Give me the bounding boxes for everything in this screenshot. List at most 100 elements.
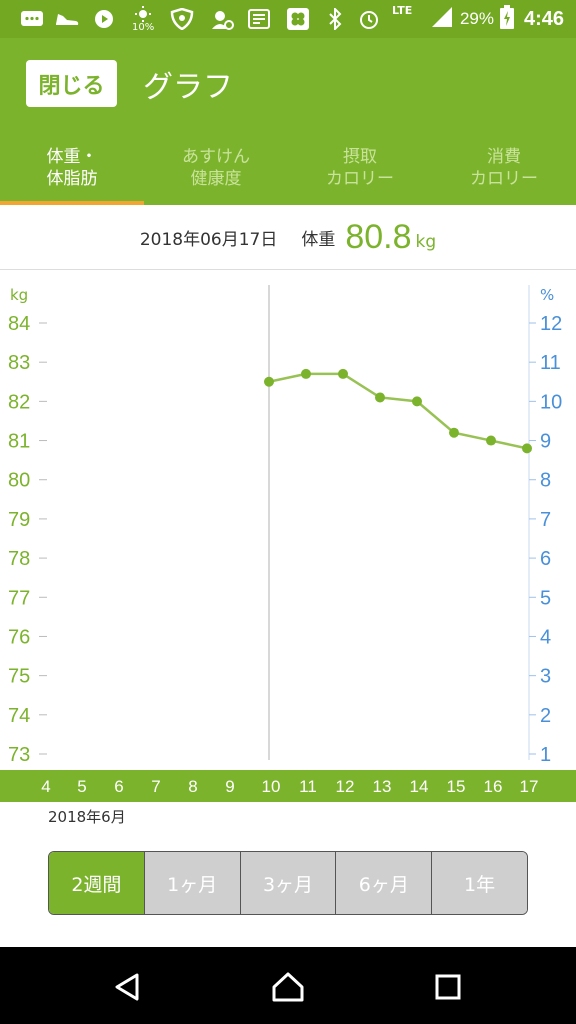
close-button[interactable]: 閉じる [26,60,117,107]
right-tick-label: 5 [540,587,551,609]
tab-label-line2: 体脂肪 [46,168,98,189]
tab-health-score[interactable]: あすけん 健康度 [144,130,288,205]
period-1month-button[interactable]: 1ヶ月 [143,852,240,914]
left-axis-unit: kg [10,286,28,304]
period-2weeks-button[interactable]: 2週間 [49,852,144,914]
left-tick-label: 75 [8,666,30,688]
period-6months-button[interactable]: 6ヶ月 [335,852,432,914]
left-tick-label: 78 [8,548,30,570]
shoe-icon [54,9,80,29]
recent-apps-icon[interactable] [426,965,470,1009]
tab-bar: 体重・ 体脂肪 あすけん 健康度 摂取 カロリー 消費 カロリー [0,130,576,205]
back-triangle-icon[interactable] [106,965,150,1009]
weight-label: 体重 [301,229,336,250]
x-tick-label: 9 [225,777,234,796]
left-tick-label: 81 [8,431,30,453]
tab-label-line1: 消費 [487,146,521,167]
brightness-percent: 10% [132,21,155,33]
right-axis-unit: % [540,286,554,304]
tab-label-line2: カロリー [326,168,394,189]
x-tick-label: 5 [77,777,86,796]
weight-series-line [268,372,528,450]
left-tick-label: 73 [8,744,30,766]
period-3months-button[interactable]: 3ヶ月 [239,852,336,914]
tab-label-line2: カロリー [470,168,538,189]
left-tick-label: 76 [8,626,30,648]
tab-label-line1: あすけん [182,146,250,167]
month-label: 2018年6月 [48,808,126,826]
weight-chart[interactable]: kg %8483828180797877767574731211109876543… [0,270,576,770]
weight-data-point [412,396,422,407]
period-1year-button[interactable]: 1年 [431,852,527,914]
weight-data-point [449,427,459,438]
selected-day-summary: 2018年06月17日 体重 80.8 kg [0,205,576,270]
left-tick-label: 77 [8,587,30,609]
x-tick-label: 14 [410,777,429,796]
x-tick-label: 15 [447,777,466,796]
tab-label-line1: 摂取 [343,146,377,167]
right-tick-label: 8 [540,470,551,492]
right-tick-label: 3 [540,666,551,688]
message-icon [20,9,44,29]
x-axis-labels: 4 5 6 7 8 9 10 11 12 13 14 15 16 17 [41,777,539,796]
shield-icon [170,8,194,30]
selected-date: 2018年06月17日 [139,229,278,250]
right-tick-label: 4 [540,626,551,648]
x-tick-label: 6 [114,777,123,796]
left-tick-label: 84 [8,313,30,335]
right-tick-label: 11 [540,352,561,374]
weight-data-point [375,392,385,403]
tab-burned-calories[interactable]: 消費 カロリー [432,130,576,205]
weight-data-point [264,376,274,387]
x-tick-label: 4 [41,777,50,796]
news-icon [248,9,270,29]
page-title: グラフ [143,70,233,105]
play-icon [94,9,114,29]
weight-data-point [486,435,496,446]
tab-weight-body-fat[interactable]: 体重・ 体脂肪 [0,130,144,205]
weight-data-point [522,443,532,454]
x-axis-bar: 4 5 6 7 8 9 10 11 12 13 14 15 16 17 [0,770,576,802]
account-sync-icon [210,9,234,30]
x-tick-label: 12 [336,777,355,796]
system-nav-bar [0,947,576,1024]
clover-app-icon [286,8,310,30]
weight-unit: kg [415,232,437,252]
signal-icon [430,6,454,33]
right-tick-label: 7 [540,509,551,531]
right-tick-label: 12 [540,313,562,335]
left-tick-label: 82 [8,391,30,413]
x-tick-label: 16 [484,777,503,796]
x-tick-label: 10 [262,777,281,796]
tab-intake-calories[interactable]: 摂取 カロリー [288,130,432,205]
weight-data-point [338,368,348,379]
x-tick-label: 17 [520,777,539,796]
status-bar: 10% LTE 29% 4:46 [0,0,576,38]
battery-percent: 29% [459,9,494,28]
bluetooth-icon [328,8,342,30]
tab-label-line1: 体重・ [46,146,98,167]
right-tick-label: 2 [540,705,551,727]
x-tick-label: 7 [151,777,160,796]
battery-charging-icon [499,4,514,34]
weight-value: 80.8 [345,217,412,256]
x-tick-label: 11 [299,777,317,796]
home-icon[interactable] [266,965,310,1009]
left-tick-label: 79 [8,509,30,531]
left-tick-label: 80 [8,470,30,492]
app-header: 閉じる グラフ [0,38,576,130]
network-type: LTE [392,4,413,17]
alarm-icon [358,9,380,29]
right-tick-label: 10 [540,391,562,413]
period-selector: 2週間 1ヶ月 3ヶ月 6ヶ月 1年 [48,851,528,915]
x-tick-label: 8 [188,777,197,796]
x-tick-label: 13 [373,777,392,796]
right-tick-label: 9 [540,431,551,453]
weight-data-point [301,368,311,379]
tab-label-line2: 健康度 [190,168,242,189]
right-tick-label: 6 [540,548,551,570]
clock-time: 4:46 [523,7,564,30]
left-tick-label: 74 [8,705,30,727]
right-tick-label: 1 [540,744,551,766]
left-tick-label: 83 [8,352,30,374]
